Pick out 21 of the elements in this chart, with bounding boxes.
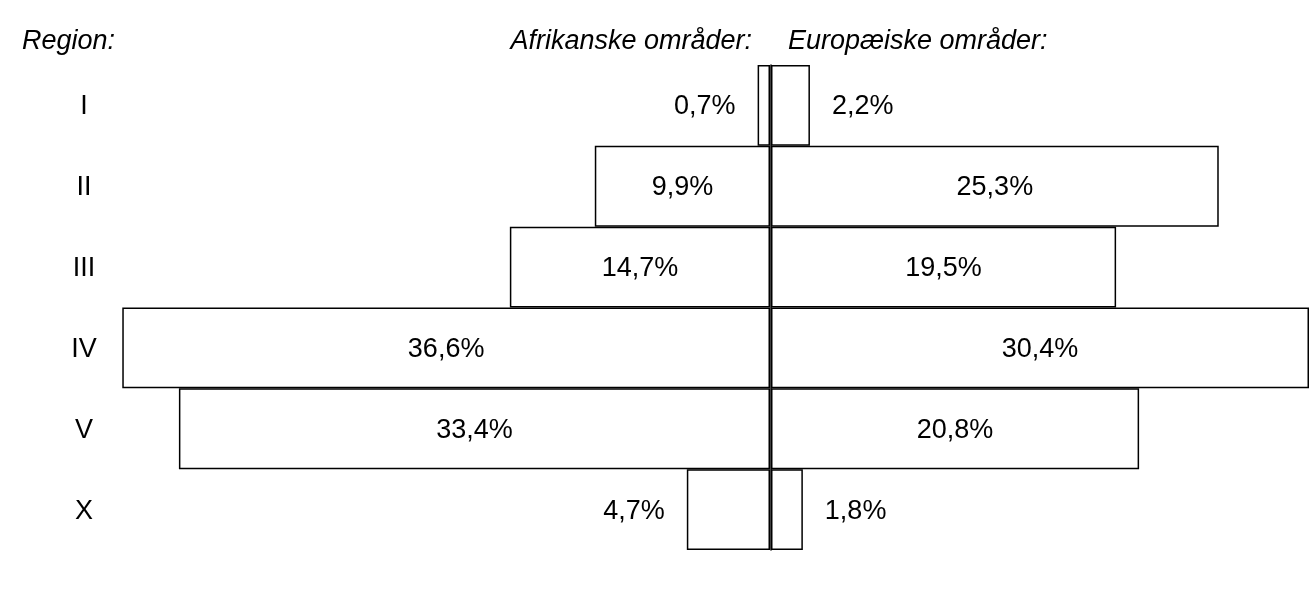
- data-label: 30,4%: [1001, 332, 1079, 363]
- data-label: 1,8%: [824, 494, 887, 525]
- y-tick-label: II: [76, 171, 92, 202]
- y-tick-label: IV: [71, 332, 97, 363]
- data-label: 14,7%: [601, 252, 679, 283]
- data-label: 33,4%: [436, 413, 513, 444]
- data-label: 19,5%: [905, 252, 982, 283]
- data-label: 0,7%: [674, 90, 736, 121]
- series-label: Europæiske områder:: [788, 25, 1048, 55]
- y-tick-label: I: [80, 90, 88, 121]
- data-label: 4,7%: [603, 494, 665, 525]
- y-axis-title: Region:: [22, 25, 116, 55]
- series-label: Afrikanske områder:: [508, 25, 752, 55]
- y-tick-label: V: [74, 413, 94, 444]
- data-label: 25,3%: [956, 171, 1034, 202]
- y-tick-label: III: [72, 252, 96, 283]
- data-label: 20,8%: [916, 413, 994, 444]
- y-tick-label: X: [74, 494, 94, 525]
- data-label: 9,9%: [651, 171, 714, 202]
- data-label: 36,6%: [407, 332, 485, 363]
- data-label: 2,2%: [831, 90, 894, 121]
